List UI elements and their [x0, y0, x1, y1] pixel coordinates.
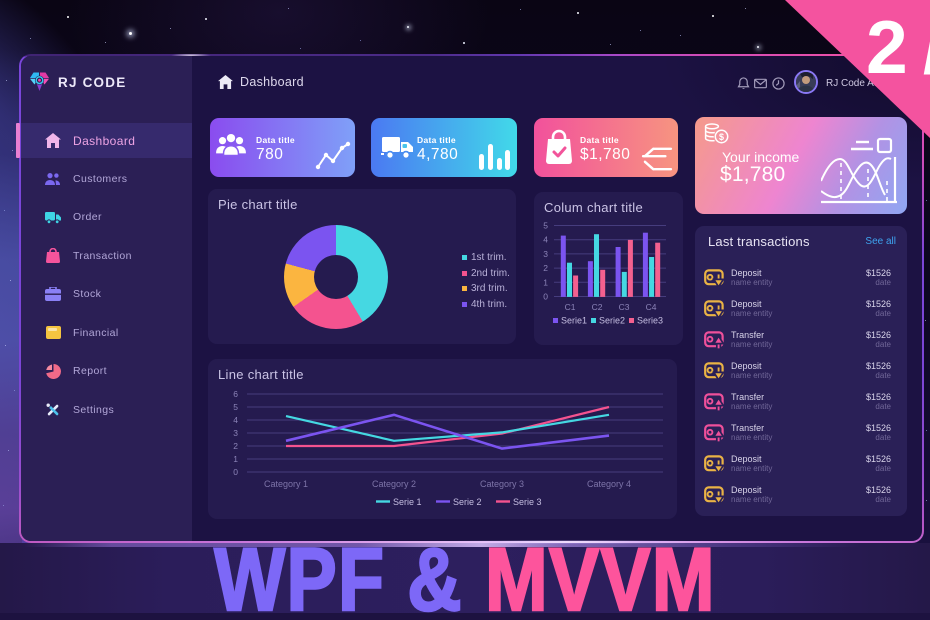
svg-text:Serie3: Serie3: [637, 316, 663, 326]
svg-text:C2: C2: [592, 302, 603, 312]
svg-text:0: 0: [543, 292, 548, 302]
svg-text:2: 2: [233, 441, 238, 451]
svg-text:1: 1: [233, 454, 238, 464]
svg-text:Serie 3: Serie 3: [513, 497, 542, 507]
svg-text:Category 4: Category 4: [587, 479, 631, 489]
svg-text:$: $: [719, 132, 724, 142]
svg-text:4: 4: [233, 415, 238, 425]
svg-text:Serie1: Serie1: [561, 316, 587, 326]
svg-text:2: 2: [543, 263, 548, 273]
svg-text:5: 5: [233, 402, 238, 412]
svg-text:0: 0: [233, 467, 238, 477]
svg-text:Serie 1: Serie 1: [393, 497, 422, 507]
svg-text:C1: C1: [565, 302, 576, 312]
svg-text:C4: C4: [646, 302, 657, 312]
svg-text:3: 3: [233, 428, 238, 438]
svg-text:5: 5: [543, 221, 548, 231]
svg-text:Serie 2: Serie 2: [453, 497, 482, 507]
svg-text:Category 2: Category 2: [372, 479, 416, 489]
svg-text:3: 3: [543, 249, 548, 259]
svg-text:6: 6: [233, 389, 238, 399]
svg-text:1: 1: [543, 277, 548, 287]
svg-text:Serie2: Serie2: [599, 316, 625, 326]
svg-text:4: 4: [543, 235, 548, 245]
svg-text:Category 3: Category 3: [480, 479, 524, 489]
svg-text:Category 1: Category 1: [264, 479, 308, 489]
svg-text:C3: C3: [619, 302, 630, 312]
